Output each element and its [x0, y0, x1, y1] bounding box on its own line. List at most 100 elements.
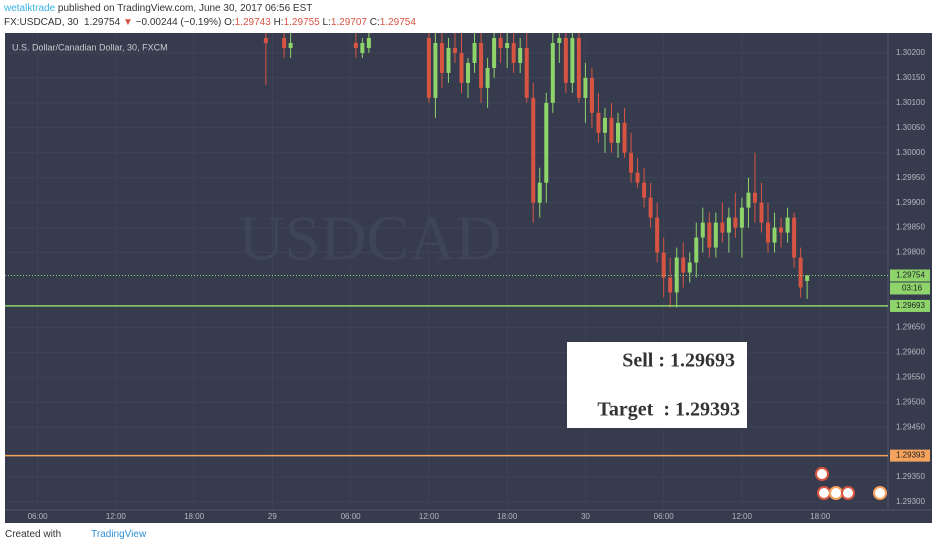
candle-body	[622, 122, 627, 153]
candle-body	[466, 62, 471, 83]
symbol: FX:USDCAD, 30	[4, 17, 79, 28]
candle-body	[524, 47, 529, 98]
candle-body	[668, 277, 673, 293]
created: Created with	[5, 529, 62, 540]
candle-body	[642, 182, 647, 198]
candle-body	[479, 42, 484, 88]
x-tick-label: 18:00	[184, 512, 205, 521]
header-line: FX:USDCAD, 30 1.29754 ▼ −0.00244 (−0.19%…	[4, 16, 416, 30]
ohlc-value: 1.29755	[283, 17, 320, 28]
last-price-box	[890, 269, 930, 282]
x-tick-label: 18:00	[810, 512, 831, 521]
candle-body	[570, 37, 575, 83]
candle-body	[505, 42, 510, 48]
x-tick-label: 12:00	[106, 512, 127, 521]
annotation-box	[567, 342, 747, 428]
level-box	[890, 449, 930, 462]
candle-body	[798, 257, 803, 288]
y-tick-label: 1.29600	[896, 347, 925, 356]
candle-body	[739, 207, 744, 228]
candle-body	[511, 42, 516, 63]
event-icon	[815, 467, 829, 481]
y-tick-label: 1.30000	[896, 148, 925, 157]
last: 1.29754	[84, 17, 121, 28]
candle-body	[785, 217, 790, 233]
candle-body	[707, 222, 712, 248]
header: wetalktrade published on TradingView.com…	[4, 2, 416, 30]
y-tick-label: 1.29900	[896, 198, 925, 207]
candle-body	[583, 77, 588, 98]
countdown: 03:16	[902, 284, 923, 293]
candle-body	[459, 52, 464, 83]
candle-body	[452, 47, 457, 53]
candle-body	[557, 37, 562, 43]
y-tick-label: 1.29450	[896, 422, 925, 431]
event-icon	[841, 486, 855, 500]
candle-body	[629, 152, 634, 173]
y-tick-label: 1.30100	[896, 98, 925, 107]
y-tick-label: 1.30200	[896, 48, 925, 57]
level-box	[890, 299, 930, 312]
brand[interactable]: TradingView	[91, 529, 147, 540]
candle-body	[648, 197, 653, 218]
candle-body	[498, 37, 503, 48]
candle-body	[366, 37, 371, 48]
plot-background	[5, 33, 932, 523]
candle-body	[472, 42, 477, 63]
y-tick-label: 1.29800	[896, 248, 925, 257]
author[interactable]: wetalktrade	[4, 3, 56, 14]
ohlc-key: H:	[273, 17, 284, 28]
x-tick-label: 12:00	[732, 512, 753, 521]
candle-body	[681, 257, 686, 273]
candle-body	[531, 97, 536, 203]
candle-body	[733, 217, 738, 228]
candle-body	[288, 42, 293, 48]
candle-body	[485, 67, 490, 88]
ohlc: O:1.29743 H:1.29755 L:1.29707 C:1.29754	[224, 17, 416, 28]
x-tick-label: 06:00	[341, 512, 362, 521]
candle-body	[544, 102, 549, 183]
candle-body	[282, 37, 287, 48]
candle-body	[746, 192, 751, 208]
y-tick-label: 1.30050	[896, 123, 925, 132]
x-tick-label: 06:00	[28, 512, 49, 521]
candle-body	[439, 42, 444, 73]
candle-body	[720, 222, 725, 233]
candle-body	[609, 117, 614, 143]
candle-body	[752, 192, 757, 203]
ohlc-value: 1.29707	[330, 17, 367, 28]
annotation: Target : 1.29393	[597, 399, 740, 421]
y-tick-label: 1.29550	[896, 372, 925, 381]
y-tick-label: 1.29850	[896, 223, 925, 232]
y-tick-label: 1.29350	[896, 472, 925, 481]
header-line: wetalktrade published on TradingView.com…	[4, 2, 416, 16]
candle-body	[805, 275, 810, 281]
event-icon	[817, 486, 831, 500]
candle-body	[550, 42, 555, 103]
candle-body	[700, 222, 705, 238]
candle-body	[792, 217, 797, 258]
candle-body	[661, 252, 666, 278]
event-icons	[815, 467, 887, 500]
candle-body	[576, 37, 581, 98]
chart-title: U.S. Dollar/Canadian Dollar, 30, FXCM	[12, 42, 168, 52]
candle-body	[779, 227, 784, 233]
candle-body	[687, 262, 692, 273]
candle-body	[694, 237, 699, 263]
published: published on TradingView.com, June 30, 2…	[57, 3, 313, 14]
candle-body	[772, 227, 777, 243]
x-tick-label: 30	[581, 512, 590, 521]
y-tick-label: 1.30150	[896, 73, 925, 82]
candle-body	[635, 172, 640, 183]
candle-body	[596, 112, 601, 133]
candle-body	[726, 217, 731, 233]
candle-body	[518, 47, 523, 63]
change: −0.00244 (−0.19%)	[135, 17, 222, 28]
x-tick-label: 12:00	[419, 512, 440, 521]
candle-body	[655, 217, 660, 253]
x-tick-label: 29	[268, 512, 277, 521]
event-icon	[829, 486, 843, 500]
candle-body	[537, 182, 542, 203]
footer: Created with TradingView	[5, 529, 146, 540]
